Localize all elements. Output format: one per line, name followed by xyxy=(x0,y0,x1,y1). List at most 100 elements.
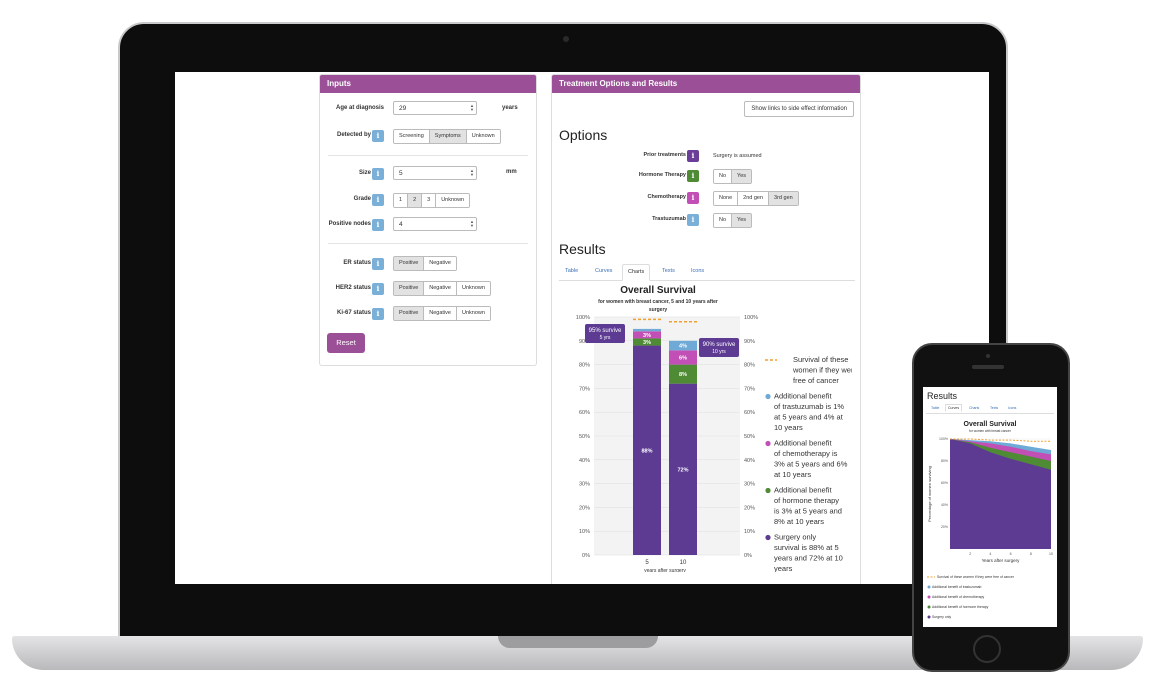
grade-info-icon[interactable]: i xyxy=(372,194,384,206)
size-spinner-icon[interactable]: ▲ ▼ xyxy=(470,168,474,177)
y-tick-label-right: 90% xyxy=(744,339,755,345)
legend-surgery-swatch xyxy=(765,534,771,541)
phone-tab-curves[interactable]: Curves xyxy=(945,404,963,412)
y-tick-label-left: 80% xyxy=(579,363,590,369)
chemo-3rd-gen-button[interactable]: 3rd gen xyxy=(769,192,798,205)
legend-surgery-text: Surgery only xyxy=(774,533,816,542)
prior-treatments-info-icon[interactable]: i xyxy=(687,150,699,162)
phone-camera xyxy=(986,354,990,358)
area-legend-chemo-text: Additional benefit of chemotherapy xyxy=(932,595,985,599)
hormone-yes-button[interactable]: Yes xyxy=(732,170,752,183)
phone-tab-table[interactable]: Table xyxy=(931,406,940,410)
y-tick-label-right: 80% xyxy=(744,363,755,369)
trastuzumab-no-button[interactable]: No xyxy=(714,214,733,227)
phone-tab-icons[interactable]: Icons xyxy=(1008,406,1017,410)
tab-icons[interactable]: Icons xyxy=(691,268,705,274)
y-tick-label-right: 10% xyxy=(744,529,755,535)
inputs-header: Inputs xyxy=(320,75,536,93)
her2-unknown-button[interactable]: Unknown xyxy=(456,282,490,295)
detected-label: Detected by xyxy=(336,132,371,138)
bar-data-label: 88% xyxy=(641,448,652,454)
area-legend-trastuzumab-text: Additional benefit of trastuzumab xyxy=(932,585,981,589)
grade-unknown-button[interactable]: Unknown xyxy=(436,194,470,207)
reset-button[interactable]: Reset xyxy=(327,333,365,353)
hormone-therapy-info-icon[interactable]: i xyxy=(687,170,699,182)
detected-info-icon[interactable]: i xyxy=(372,130,384,142)
area-chart-subtitle: for women with breast cancer xyxy=(969,429,1012,433)
y-tick-label-left: 50% xyxy=(579,434,590,440)
chemo-none-button[interactable]: None xyxy=(714,192,739,205)
ki67-row: Ki-67 status i Positive Negative Unknown xyxy=(320,303,536,323)
legend-trastuzumab-text: at 5 years and 4% at xyxy=(774,413,844,422)
y-tick-label-right: 20% xyxy=(744,505,755,511)
bar-data-label: 4% xyxy=(679,344,687,350)
area-legend-surgery-swatch xyxy=(927,615,931,619)
bar-data-label: 72% xyxy=(677,467,688,473)
bar-segment-surgery xyxy=(669,383,697,555)
grade-1-button[interactable]: 1 xyxy=(394,194,409,207)
size-unit: mm xyxy=(506,169,517,175)
size-info-icon[interactable]: i xyxy=(372,168,384,180)
legend-surgery-text: years xyxy=(774,564,793,572)
y-tick-label-left: 0% xyxy=(582,553,590,559)
her2-row: HER2 status i Positive Negative Unknown xyxy=(320,278,536,298)
grade-2-button[interactable]: 2 xyxy=(408,194,423,207)
phone-tab-charts[interactable]: Charts xyxy=(969,406,980,410)
chemo-2nd-gen-button[interactable]: 2nd gen xyxy=(738,192,770,205)
er-positive-button[interactable]: Positive xyxy=(394,257,425,270)
tab-texts[interactable]: Texts xyxy=(662,268,675,274)
nodes-spinner-icon[interactable]: ▲ ▼ xyxy=(470,219,474,228)
results-panel-header: Treatment Options and Results xyxy=(552,75,860,93)
ki67-positive-button[interactable]: Positive xyxy=(394,307,425,320)
age-spinner-icon[interactable]: ▲ ▼ xyxy=(470,103,474,112)
phone-tab-texts[interactable]: Texts xyxy=(990,406,999,410)
trastuzumab-yes-button[interactable]: Yes xyxy=(732,214,752,227)
ki67-info-icon[interactable]: i xyxy=(372,308,384,320)
ki67-negative-button[interactable]: Negative xyxy=(424,307,457,320)
legend-hormone-text: is 3% at 5 years and xyxy=(774,507,842,516)
area-x-tick-label: 8 xyxy=(1030,552,1032,556)
area-x-axis-label: Years after surgery xyxy=(982,558,1021,563)
size-input[interactable]: 5 ▲ ▼ xyxy=(393,166,477,180)
phone-home-button[interactable] xyxy=(973,635,1001,663)
legend-surgery-text: survival is 88% at 5 xyxy=(774,543,839,552)
hormone-therapy-label: Hormone Therapy xyxy=(638,172,686,178)
er-negative-button[interactable]: Negative xyxy=(424,257,456,270)
tab-charts[interactable]: Charts xyxy=(622,264,651,281)
chemotherapy-info-icon[interactable]: i xyxy=(687,192,699,204)
ki67-toggle: Positive Negative Unknown xyxy=(393,306,491,321)
ki67-unknown-button[interactable]: Unknown xyxy=(456,307,490,320)
hormone-no-button[interactable]: No xyxy=(714,170,733,183)
detected-screening-button[interactable]: Screening xyxy=(394,130,430,143)
er-info-icon[interactable]: i xyxy=(372,258,384,270)
her2-positive-button[interactable]: Positive xyxy=(394,282,425,295)
nodes-input[interactable]: 4 ▲ ▼ xyxy=(393,217,477,231)
her2-info-icon[interactable]: i xyxy=(372,283,384,295)
bar-data-label: 8% xyxy=(679,372,687,378)
options-title: Options xyxy=(559,127,608,143)
her2-negative-button[interactable]: Negative xyxy=(424,282,457,295)
tab-table[interactable]: Table xyxy=(565,268,579,274)
show-side-effect-links-button[interactable]: Show links to side effect information xyxy=(744,101,854,117)
age-unit: years xyxy=(502,105,518,111)
y-tick-label-right: 100% xyxy=(744,315,758,321)
area-legend-hormone-swatch xyxy=(927,605,931,609)
legend-chemo-text: 3% at 5 years and 6% xyxy=(774,460,848,469)
survival-callout xyxy=(699,338,739,357)
survival-callout-subtext: 5 yrs xyxy=(600,335,611,341)
area-x-tick-label: 10 xyxy=(1049,552,1053,556)
area-legend-free-text: Survival of these women if they were fre… xyxy=(937,575,1015,579)
age-label: Age at diagnosis xyxy=(335,105,384,111)
tab-curves[interactable]: Curves xyxy=(595,268,613,274)
laptop-camera xyxy=(563,36,569,42)
nodes-info-icon[interactable]: i xyxy=(372,219,384,231)
trastuzumab-info-icon[interactable]: i xyxy=(687,214,699,226)
grade-3-button[interactable]: 3 xyxy=(422,194,437,207)
detected-unknown-button[interactable]: Unknown xyxy=(466,130,500,143)
legend-trastuzumab-text: Additional benefit xyxy=(774,392,832,401)
detected-symptoms-button[interactable]: Symptoms xyxy=(429,130,467,143)
age-input[interactable]: 29 ▲ ▼ xyxy=(393,101,477,115)
y-tick-label-left: 70% xyxy=(579,386,590,392)
x-tick-label: 5 xyxy=(645,560,649,566)
legend-trastuzumab-text: of trastuzumab is 1% xyxy=(774,402,844,411)
